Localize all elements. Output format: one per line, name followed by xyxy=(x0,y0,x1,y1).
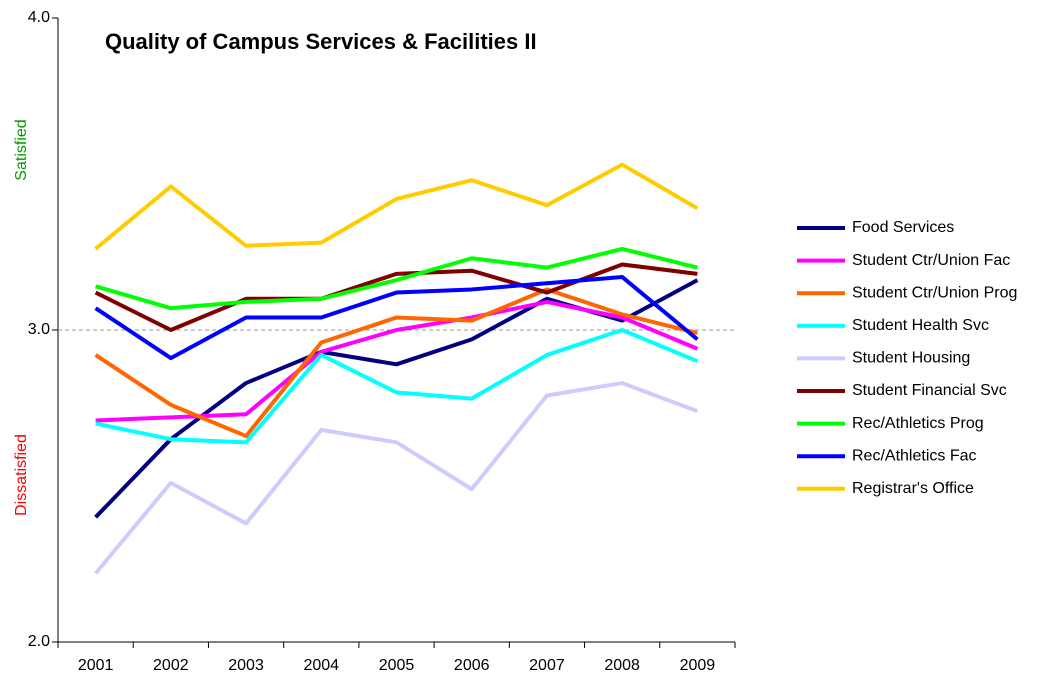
chart-title: Quality of Campus Services & Facilities … xyxy=(105,29,537,54)
legend-label: Student Ctr/Union Fac xyxy=(852,252,1010,269)
series-line xyxy=(94,162,699,251)
axis-annotation: Satisfied xyxy=(13,119,30,180)
legend-label: Student Housing xyxy=(852,350,970,367)
series-line xyxy=(95,246,698,311)
x-tick-label: 2006 xyxy=(454,657,490,674)
x-tick-label: 2008 xyxy=(604,657,640,674)
legend-label: Rec/Athletics Prog xyxy=(852,415,984,432)
y-tick-label: 2.0 xyxy=(28,633,50,650)
series-line xyxy=(94,262,698,332)
series-line xyxy=(95,299,699,423)
legend-label: Registrar's Office xyxy=(852,480,974,497)
x-tick-label: 2001 xyxy=(78,657,114,674)
series-line xyxy=(94,274,699,361)
x-tick-label: 2005 xyxy=(379,657,415,674)
series-line xyxy=(94,381,699,575)
x-tick-label: 2003 xyxy=(228,657,264,674)
y-tick-label: 4.0 xyxy=(28,9,50,26)
legend-label: Food Services xyxy=(852,219,954,236)
legend-label: Student Financial Svc xyxy=(852,382,1007,399)
x-tick-label: 2002 xyxy=(153,657,189,674)
x-tick-label: 2004 xyxy=(303,657,339,674)
legend-label: Rec/Athletics Fac xyxy=(852,447,976,464)
legend-label: Student Ctr/Union Prog xyxy=(852,284,1017,301)
x-tick-label: 2009 xyxy=(680,657,716,674)
series-line xyxy=(94,287,698,439)
x-tick-label: 2007 xyxy=(529,657,565,674)
series-line xyxy=(95,328,699,445)
legend-label: Student Health Svc xyxy=(852,317,989,334)
axis-annotation: Dissatisfied xyxy=(13,434,30,516)
y-tick-label: 3.0 xyxy=(28,321,50,338)
